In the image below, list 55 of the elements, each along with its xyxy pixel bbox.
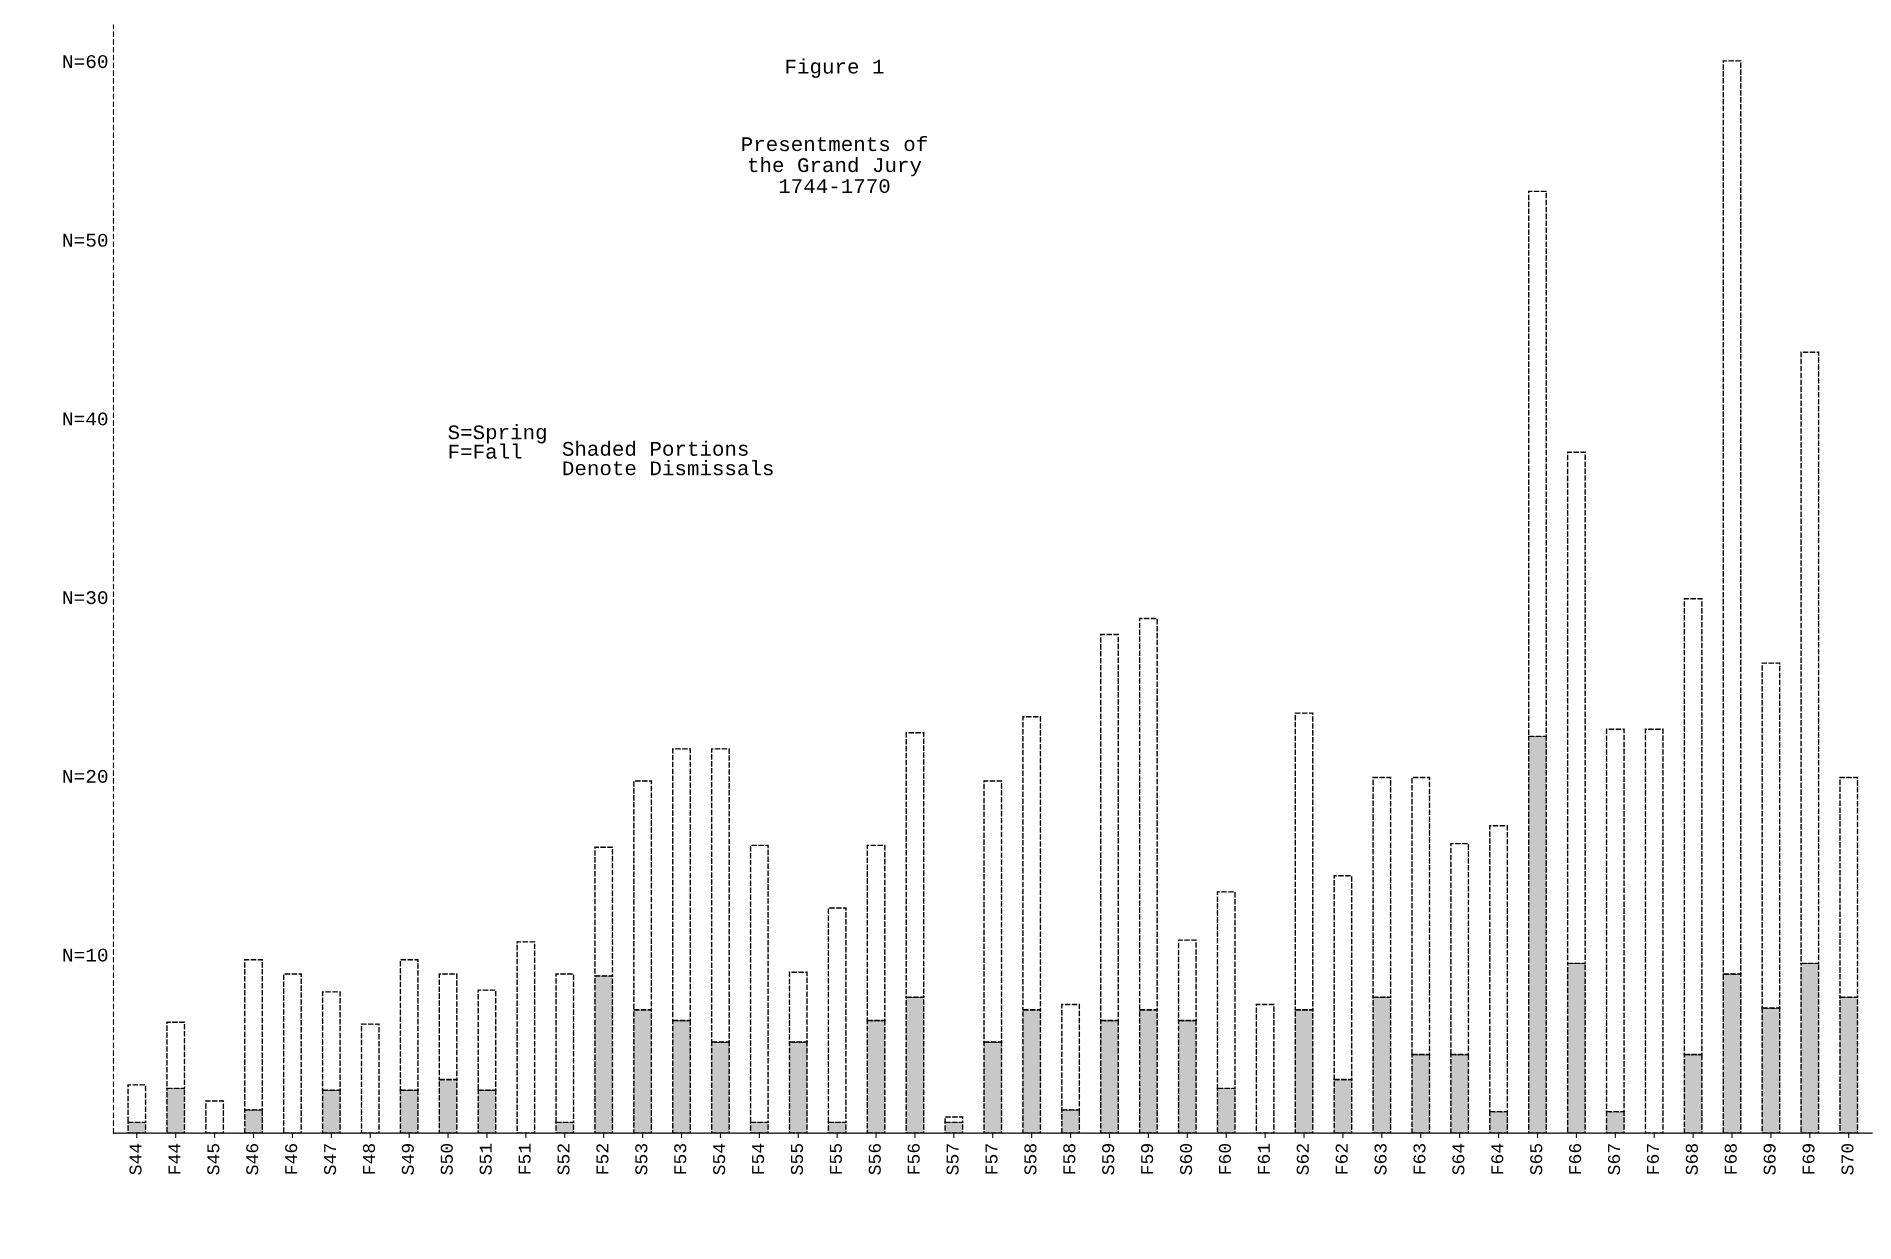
- x-tick-label: F54: [752, 1143, 765, 1174]
- x-tick-label: F55: [829, 1143, 842, 1174]
- x-tick-label: S56: [868, 1144, 881, 1175]
- y-tick-label: N=60: [63, 54, 108, 69]
- x-tick-label: S44: [129, 1143, 142, 1175]
- y-tick-label: N=30: [63, 591, 108, 605]
- annotation: S=Spring F=Fall: [448, 424, 546, 459]
- x-tick-label: F61: [1257, 1143, 1270, 1174]
- x-tick-label: S69: [1763, 1144, 1776, 1175]
- x-tick-label: S62: [1296, 1144, 1309, 1175]
- x-tick-label: F48: [362, 1144, 376, 1174]
- x-tick-label: F46: [285, 1144, 298, 1174]
- x-tick-label: S46: [246, 1144, 259, 1175]
- y-tick-label: N=40: [63, 412, 108, 426]
- x-tick-label: S64: [1452, 1143, 1465, 1175]
- x-tick-label: F62: [1335, 1144, 1348, 1174]
- x-tick-label: F51: [518, 1143, 531, 1174]
- x-tick-label: S51: [479, 1143, 492, 1175]
- x-tick-label: S49: [401, 1144, 415, 1175]
- x-tick-label: S47: [323, 1144, 337, 1175]
- text: Figure 1: [786, 58, 884, 78]
- x-tick-label: F60: [1218, 1143, 1232, 1174]
- x-tick-label: S60: [1179, 1143, 1193, 1175]
- x-tick-label: F58: [1063, 1144, 1076, 1174]
- x-tick-label: F56: [907, 1144, 920, 1174]
- x-tick-label: S55: [790, 1143, 804, 1175]
- x-tick-label: S70: [1841, 1143, 1854, 1175]
- y-tick-label: N=20: [63, 769, 108, 783]
- x-tick-label: F44: [168, 1143, 181, 1174]
- x-tick-label: S67: [1607, 1144, 1621, 1175]
- y-tick-label: N=50: [63, 233, 108, 247]
- x-tick-label: F57: [985, 1144, 998, 1174]
- x-tick-label: F53: [674, 1143, 687, 1174]
- x-tick-label: F63: [1413, 1143, 1426, 1174]
- text: Presentments of the Grand Jury 1744-1770: [742, 135, 927, 194]
- x-tick-label: F59: [1141, 1144, 1154, 1174]
- x-tick-label: S45: [207, 1143, 220, 1175]
- x-tick-label: F69: [1802, 1144, 1815, 1174]
- x-tick-label: S57: [946, 1144, 959, 1175]
- x-tick-label: F52: [596, 1144, 609, 1174]
- x-tick-label: S50: [440, 1143, 453, 1175]
- x-tick-label: F66: [1568, 1144, 1582, 1174]
- x-tick-label: F67: [1646, 1144, 1660, 1174]
- x-tick-label: F64: [1491, 1143, 1504, 1174]
- x-tick-label: S53: [635, 1143, 648, 1175]
- annotation: Shaded Portions Denote Dismissals: [562, 440, 773, 476]
- x-tick-label: S65: [1530, 1143, 1543, 1175]
- x-tick-label: S63: [1374, 1143, 1387, 1175]
- x-tick-label: S58: [1024, 1144, 1037, 1175]
- x-tick-label: S59: [1102, 1144, 1115, 1175]
- y-tick-label: N=10: [63, 948, 108, 962]
- x-tick-label: S52: [557, 1144, 570, 1175]
- x-tick-label: S68: [1685, 1144, 1698, 1175]
- x-tick-label: F68: [1724, 1144, 1737, 1174]
- x-tick-label: S54: [713, 1143, 726, 1175]
